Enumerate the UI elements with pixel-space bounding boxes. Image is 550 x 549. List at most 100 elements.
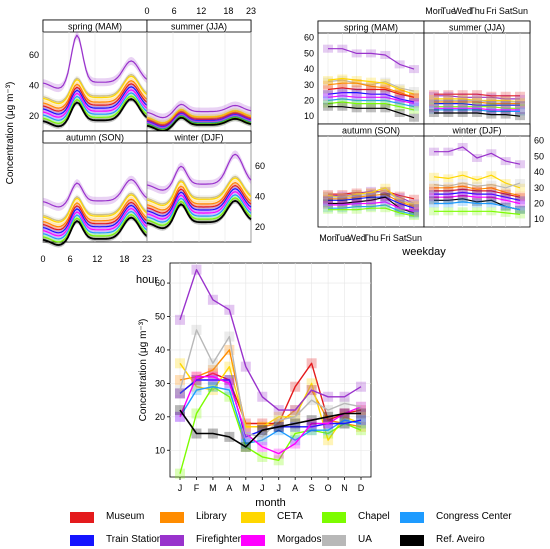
- hour-y-tick-right: 60: [255, 161, 265, 171]
- month-ci-train-station: [356, 415, 366, 426]
- month-x-tick: A: [226, 483, 232, 493]
- hour-line-morgados: [146, 113, 252, 129]
- month-ci-firefighters: [175, 314, 185, 325]
- weekday-ci-chapel: [409, 212, 419, 221]
- month-line-library: [179, 349, 362, 428]
- weekday-line-library: [434, 185, 521, 197]
- weekday-ci-train-station: [515, 196, 525, 205]
- month-line-congress-center: [179, 386, 362, 445]
- weekday-ci-congress-center: [515, 205, 525, 214]
- hour-line-congress-center: [42, 210, 148, 240]
- weekday-ci-ceta: [409, 201, 419, 210]
- hour-line-museum: [42, 83, 148, 112]
- weekday-y-tick-left: 30: [304, 80, 314, 90]
- legend-label: Congress Center: [436, 511, 512, 522]
- legend-swatch: [70, 535, 94, 546]
- weekday-line-congress-center: [434, 201, 521, 211]
- month-ci-museum: [175, 388, 185, 399]
- month-line-museum: [179, 362, 362, 425]
- month-line-chapel: [179, 386, 362, 474]
- month-y-tick: 20: [155, 412, 165, 422]
- weekday-line-morgados: [327, 95, 415, 105]
- weekday-x-tick-bottom: Sun: [406, 233, 422, 243]
- hour-subplot-0-strip-label: spring (MAM): [68, 22, 122, 32]
- weekday-line-congress-center: [327, 98, 415, 108]
- hour-line-congress-center: [42, 92, 148, 121]
- weekday-line-firefighters: [434, 95, 520, 100]
- hour-y-tick-left: 40: [29, 80, 39, 90]
- weekday-ci-congress-center: [409, 102, 419, 111]
- weekday-y-tick-left: 20: [304, 95, 314, 105]
- hour-x-tick-bottom: 6: [68, 254, 73, 264]
- hour-line-firefighters: [42, 34, 148, 89]
- hour-x-tick-top: 6: [172, 6, 177, 16]
- hour-line-train-station: [42, 86, 148, 115]
- weekday-line-chapel: [434, 210, 521, 215]
- month-ci-congress-center: [175, 411, 185, 422]
- weekday-y-tick-right: 40: [534, 167, 544, 177]
- hour-line-morgados: [42, 89, 148, 118]
- weekday-ci-ceta: [429, 172, 439, 181]
- hour-subplot-3-strip-label: winter (DJF): [174, 133, 224, 143]
- legend-swatch: [241, 535, 265, 546]
- weekday-ci-morgados: [409, 99, 419, 108]
- weekday-ci-ua: [515, 179, 525, 188]
- weekday-x-tick-top: Wed: [453, 6, 471, 16]
- weekday-ci-morgados: [409, 207, 419, 216]
- hour-band-firefighters: [147, 150, 251, 195]
- hour-line-congress-center: [146, 194, 252, 223]
- hour-subplot-1-strip-label: summer (JJA): [171, 22, 227, 32]
- legend-swatch: [160, 535, 184, 546]
- month-frame: [169, 262, 372, 478]
- weekday-line-ua: [434, 99, 520, 103]
- weekday-line-ua: [433, 182, 521, 189]
- month-y-tick: 50: [155, 312, 165, 322]
- legend-label: Ref. Aveiro: [436, 534, 485, 545]
- hour-x-tick-top: 0: [144, 6, 149, 16]
- weekday-line-library: [434, 101, 520, 105]
- hour-x-tick-bottom: 12: [92, 254, 102, 264]
- weekday-ci-ua: [323, 77, 333, 86]
- weekday-ci-train-station: [409, 98, 419, 107]
- month-line-ref-aveiro: [179, 409, 361, 448]
- weekday-x-tick-bottom: Wed: [347, 233, 365, 243]
- hour-y-tick-right: 40: [255, 191, 265, 201]
- month-x-tick: O: [325, 483, 332, 493]
- hour-line-museum: [146, 185, 252, 214]
- month-x-tick: J: [260, 483, 265, 493]
- legend-label: Chapel: [358, 511, 390, 522]
- legend-label: UA: [358, 534, 372, 545]
- hour-line-library: [42, 80, 148, 109]
- hour-x-tick-top: 12: [196, 6, 206, 16]
- month-x-tick: M: [209, 483, 217, 493]
- weekday-y-tick-right: 20: [534, 198, 544, 208]
- weekday-ci-chapel: [323, 99, 333, 108]
- legend-swatch: [400, 512, 424, 523]
- legend-label: CETA: [277, 511, 303, 522]
- hour-x-tick-top: 18: [223, 6, 233, 16]
- weekday-line-ref-aveiro: [328, 106, 415, 119]
- weekday-line-morgados: [434, 195, 521, 205]
- hour-line-museum: [146, 111, 252, 127]
- month-x-tick: M: [242, 483, 250, 493]
- weekday-line-chapel: [328, 207, 415, 217]
- hour-line-ua: [42, 192, 148, 222]
- weekday-line-train-station: [434, 102, 520, 106]
- weekday-ci-congress-center: [409, 210, 419, 219]
- month-y-axis-label: Concentration (μg m⁻³): [138, 319, 149, 422]
- legend-label: Train Station: [106, 534, 163, 545]
- weekday-line-ceta: [433, 174, 521, 189]
- hour-line-morgados: [42, 207, 148, 237]
- hour-line-firefighters: [42, 179, 148, 208]
- weekday-subplot-3-strip-label: winter (DJF): [452, 126, 502, 136]
- weekday-line-library: [327, 82, 415, 98]
- weekday-y-tick-right: 50: [534, 151, 544, 161]
- hour-line-library: [42, 198, 148, 228]
- legend-swatch: [400, 535, 424, 546]
- month-y-tick: 60: [155, 278, 165, 288]
- weekday-line-chapel: [327, 101, 415, 111]
- month-line-ceta: [179, 362, 362, 441]
- hour-line-firefighters: [146, 103, 252, 119]
- month-x-tick: A: [292, 483, 298, 493]
- weekday-line-firefighters: [328, 190, 415, 205]
